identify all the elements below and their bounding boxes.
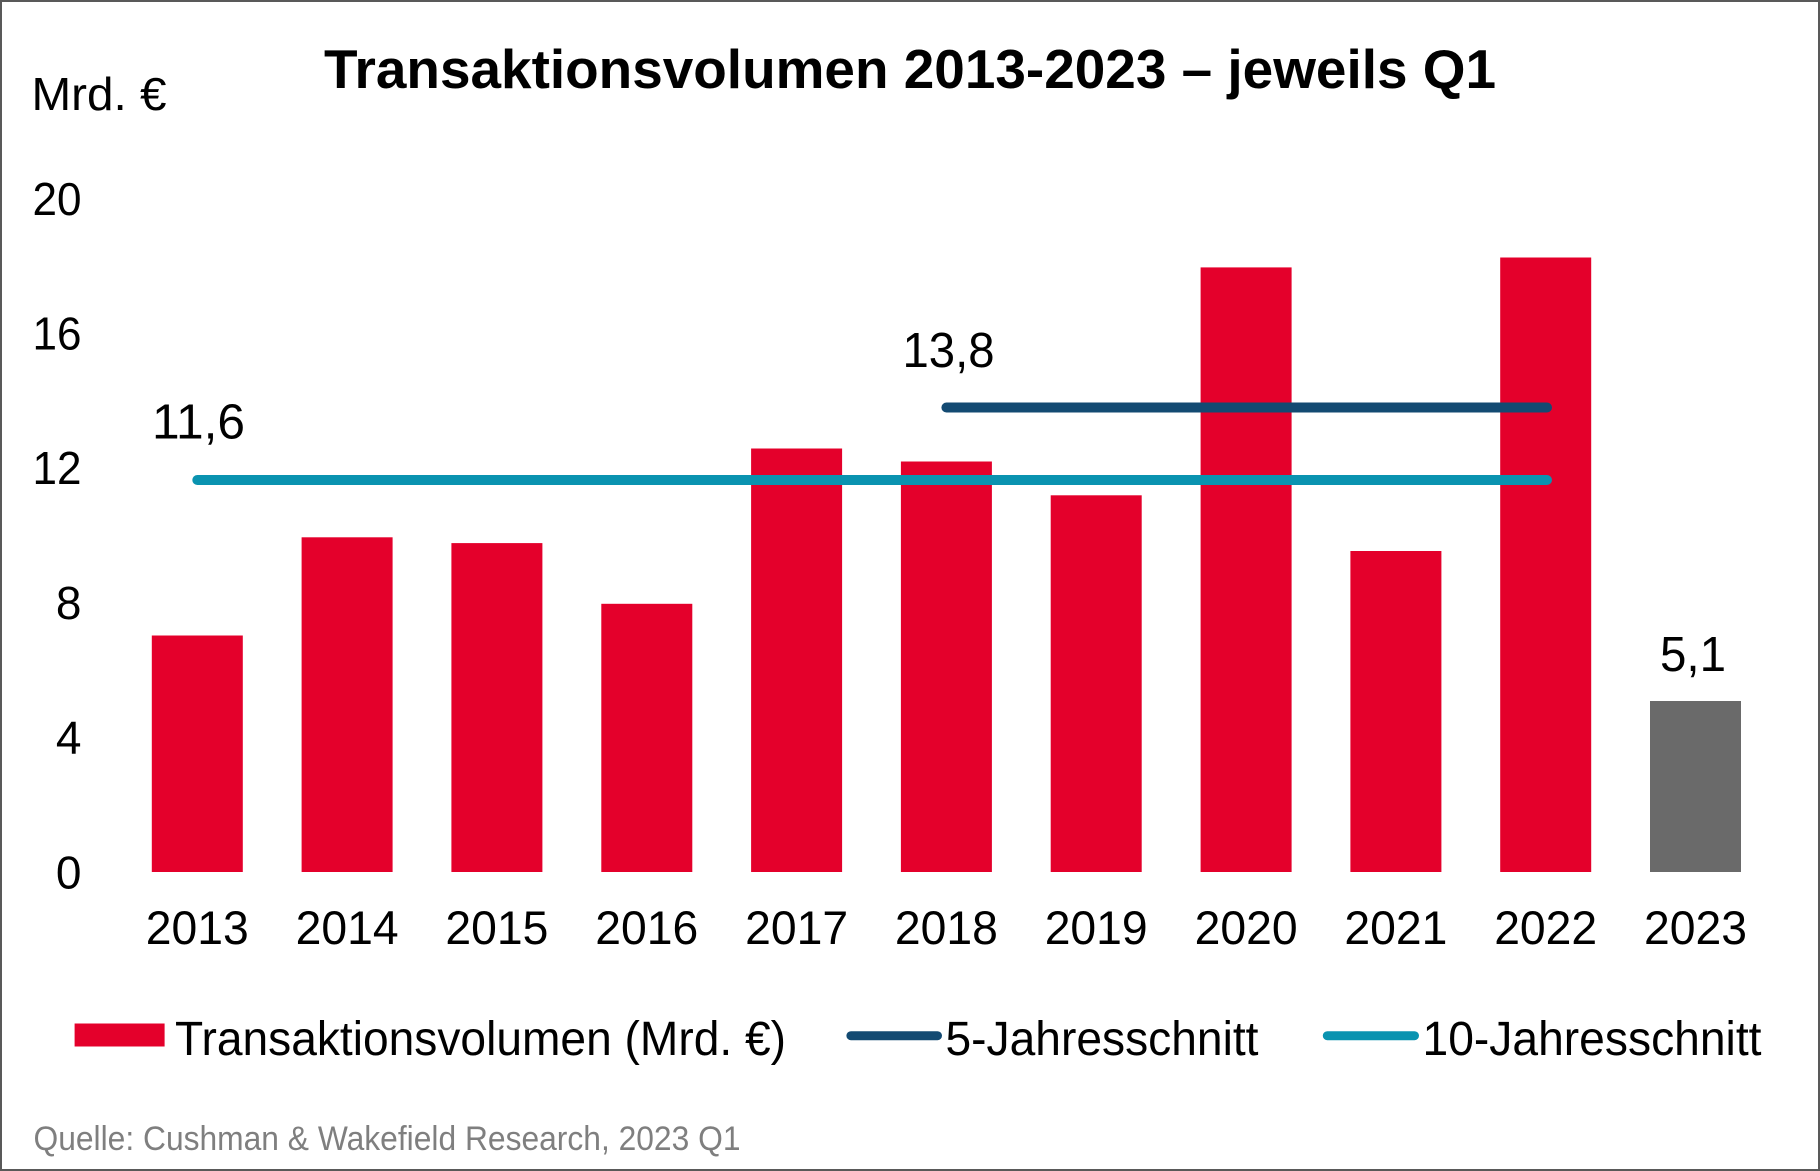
- svg-text:2020: 2020: [1195, 902, 1298, 955]
- svg-text:5-Jahresschnitt: 5-Jahresschnitt: [946, 1013, 1259, 1066]
- svg-text:Transaktionsvolumen (Mrd. €): Transaktionsvolumen (Mrd. €): [175, 1013, 786, 1066]
- svg-text:11,6: 11,6: [152, 396, 245, 450]
- svg-text:10-Jahresschnitt: 10-Jahresschnitt: [1423, 1013, 1762, 1066]
- svg-text:2014: 2014: [296, 902, 399, 955]
- svg-text:8: 8: [56, 577, 82, 629]
- svg-text:16: 16: [33, 308, 82, 360]
- svg-text:4: 4: [56, 712, 82, 764]
- svg-text:2022: 2022: [1494, 902, 1597, 955]
- svg-text:2013: 2013: [146, 902, 249, 955]
- svg-text:2023: 2023: [1644, 902, 1747, 955]
- svg-text:12: 12: [33, 442, 82, 494]
- svg-text:13,8: 13,8: [903, 324, 995, 378]
- svg-text:2018: 2018: [895, 902, 998, 955]
- svg-text:20: 20: [33, 173, 82, 225]
- svg-text:Mrd. €: Mrd. €: [32, 68, 167, 120]
- svg-text:0: 0: [56, 846, 82, 898]
- svg-text:2021: 2021: [1344, 902, 1447, 955]
- svg-text:Quelle: Cushman & Wakefield Re: Quelle: Cushman & Wakefield Research, 20…: [34, 1120, 741, 1158]
- svg-text:2015: 2015: [445, 902, 548, 955]
- svg-text:2017: 2017: [745, 902, 848, 955]
- svg-text:2016: 2016: [595, 902, 698, 955]
- svg-text:2019: 2019: [1045, 902, 1148, 955]
- svg-text:Transaktionsvolumen 2013-2023: Transaktionsvolumen 2013-2023 – jeweils …: [324, 38, 1496, 100]
- svg-text:5,1: 5,1: [1660, 628, 1726, 682]
